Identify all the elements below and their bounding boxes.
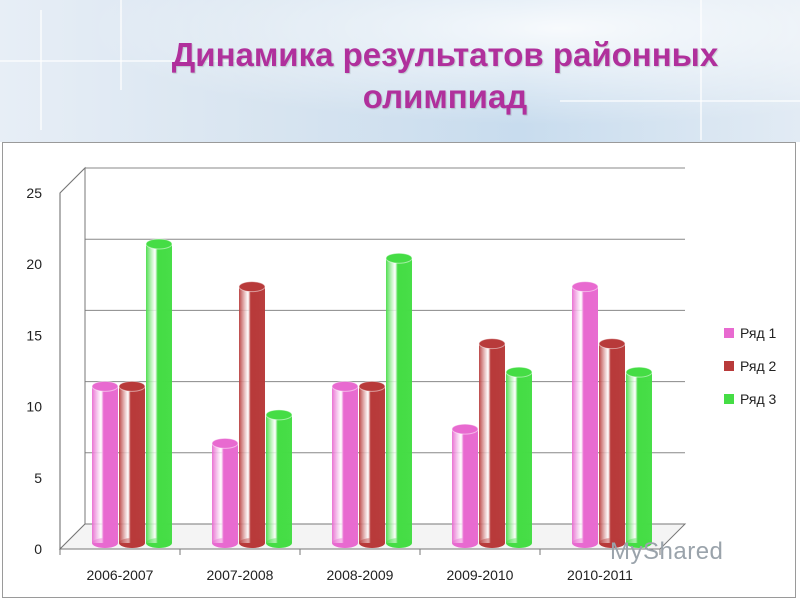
legend-label: Ряд 3 <box>740 391 777 407</box>
side-wall <box>59 166 86 551</box>
y-tick-label: 25 <box>26 185 42 201</box>
bar-top <box>211 437 239 449</box>
x-category-label: 2006-2007 <box>87 567 154 583</box>
legend-item: Ряд 3 <box>724 391 777 407</box>
bar <box>238 281 266 548</box>
watermark-logo: MyShared <box>610 538 723 566</box>
bar-shade <box>146 243 172 543</box>
bar-shade <box>332 386 358 543</box>
bar-top <box>505 366 533 378</box>
bar <box>571 281 599 548</box>
bar-shade <box>452 429 478 543</box>
bar <box>451 423 479 548</box>
banner-glow <box>0 0 800 142</box>
bar <box>91 380 119 548</box>
x-category-label: 2010-2011 <box>567 567 633 583</box>
bar-top <box>358 380 386 392</box>
bar-shade <box>572 286 598 543</box>
bar-shade <box>359 386 385 543</box>
bar-shade <box>92 386 118 543</box>
y-tick-label: 10 <box>26 399 42 415</box>
bar-shade <box>599 343 625 543</box>
legend: Ряд 1 Ряд 2 Ряд 3 <box>724 325 777 407</box>
bar-shade <box>479 343 505 543</box>
bar-top <box>118 380 146 392</box>
bar-shade <box>239 286 265 543</box>
watermark-text: MyShared <box>610 538 724 565</box>
bar <box>478 338 506 548</box>
legend-label: Ряд 1 <box>740 325 777 341</box>
bar-shade <box>386 258 412 543</box>
bar <box>385 252 413 548</box>
bar-shade <box>506 372 532 543</box>
title-line-2: олимпиад <box>362 78 528 115</box>
legend-item: Ряд 1 <box>724 325 777 341</box>
bar <box>331 380 359 548</box>
bar-top <box>571 281 599 293</box>
bar <box>625 366 653 548</box>
y-tick-label: 0 <box>34 541 42 557</box>
x-category-label: 2009-2010 <box>447 567 514 583</box>
bar-top <box>91 380 119 392</box>
y-tick-label: 5 <box>34 470 42 486</box>
legend-swatch <box>724 394 734 404</box>
bar <box>265 409 293 548</box>
axis-labels: 0 5 10 15 20 25 2006-2007 2007-2008 2008-2009 200… <box>26 185 633 583</box>
legend-label: Ряд 2 <box>740 358 777 374</box>
title-banner <box>0 0 800 142</box>
bar-top <box>598 338 626 350</box>
bar-top <box>238 281 266 293</box>
bar <box>598 338 626 548</box>
bar-top <box>145 238 173 250</box>
title-line-1: Динамика результатов районных <box>171 36 719 73</box>
y-tick-label: 15 <box>26 327 42 343</box>
bar-top <box>451 423 479 435</box>
bar-shade <box>626 372 652 543</box>
x-category-label: 2008-2009 <box>327 567 394 583</box>
bar <box>358 380 386 548</box>
bars <box>91 238 653 548</box>
bar <box>145 238 173 548</box>
legend-swatch <box>724 328 734 338</box>
slide-title: Динамика результатов районных олимпиад <box>100 34 790 118</box>
bar-top <box>265 409 293 421</box>
legend-swatch <box>724 361 734 371</box>
legend-item: Ряд 2 <box>724 358 777 374</box>
bar-top <box>625 366 653 378</box>
bar <box>118 380 146 548</box>
bar <box>211 437 239 548</box>
y-tick-label: 20 <box>26 256 42 272</box>
bar-top <box>478 338 506 350</box>
x-category-label: 2007-2008 <box>207 567 274 583</box>
bar-shade <box>119 386 145 543</box>
bar-shade <box>212 443 238 543</box>
bar-shade <box>266 414 292 543</box>
bar <box>505 366 533 548</box>
bar-top <box>331 380 359 392</box>
bar-top <box>385 252 413 264</box>
